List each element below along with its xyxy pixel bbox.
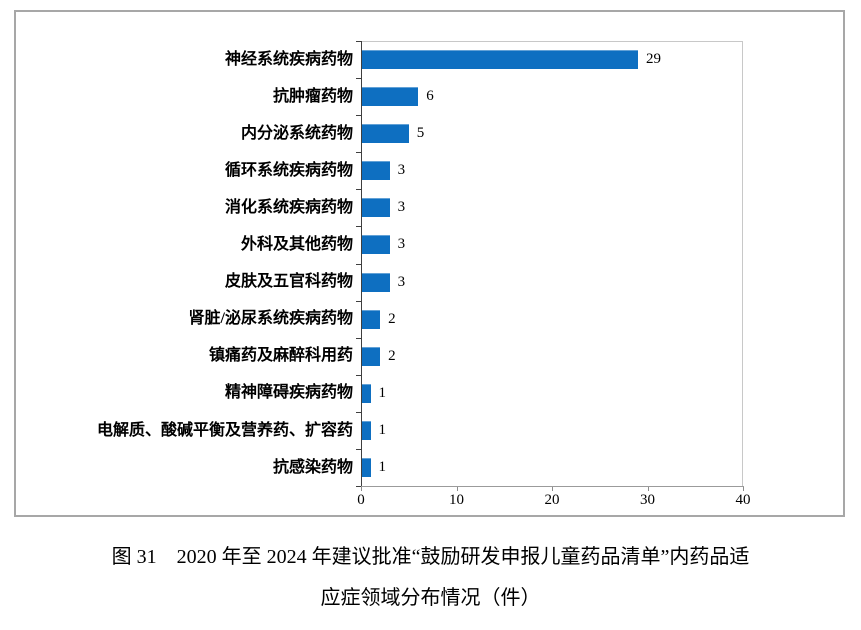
chart-row: 循环系统疾病药物 3 — [16, 152, 743, 189]
category-label: 抗感染药物 — [272, 458, 353, 476]
category-axis-tick — [356, 337, 361, 339]
category-label: 神经系统疾病药物 — [224, 50, 353, 68]
bar — [361, 198, 390, 218]
value-label: 3 — [397, 162, 406, 179]
chart-rows: 神经系统疾病药物 29 抗肿瘤药物 6 内分泌系统药物 5 循环系统疾病药物 3 消化系统疾病药… — [16, 41, 743, 486]
chart-row: 抗感染药物 1 — [16, 449, 743, 486]
category-label: 内分泌系统药物 — [240, 124, 353, 142]
bar — [361, 309, 381, 329]
category-axis-tick — [356, 41, 361, 42]
value-axis-tick — [647, 487, 649, 491]
category-axis-tick — [356, 411, 361, 413]
value-axis-tick — [361, 487, 362, 491]
figure-caption: 图 31 2020 年至 2024 年建议批准“鼓励研发申报儿童药品清单”内药品… — [0, 537, 861, 619]
chart-row: 内分泌系统药物 5 — [16, 115, 743, 152]
chart-row: 镇痛药及麻醉科用药 2 — [16, 338, 743, 375]
value-label: 6 — [426, 88, 434, 105]
value-axis-label: 0 — [357, 492, 365, 508]
category-axis-tick — [356, 78, 361, 80]
value-axis-label: 10 — [449, 492, 464, 508]
bar — [361, 420, 371, 440]
value-label: 3 — [397, 199, 406, 216]
bar — [361, 457, 371, 477]
category-axis-tick — [356, 189, 361, 191]
chart-row: 外科及其他药物 3 — [16, 226, 743, 263]
category-axis-tick — [356, 115, 361, 117]
bar — [361, 383, 371, 403]
category-label: 电解质、酸碱平衡及营养药、扩容药 — [96, 421, 353, 439]
caption-line-1: 图 31 2020 年至 2024 年建议批准“鼓励研发申报儿童药品清单”内药品… — [111, 546, 750, 568]
chart-row: 抗肿瘤药物 6 — [16, 78, 743, 115]
category-axis-tick — [356, 448, 361, 450]
figure-frame: 神经系统疾病药物 29 抗肿瘤药物 6 内分泌系统药物 5 循环系统疾病药物 3 消化系统疾病药… — [14, 10, 845, 517]
caption-line-2: 应症领域分布情况（件） — [320, 587, 541, 609]
value-label: 29 — [645, 51, 661, 68]
value-label: 3 — [397, 273, 406, 290]
category-label: 循环系统疾病药物 — [224, 161, 353, 179]
value-axis-label: 30 — [640, 492, 655, 508]
bar — [361, 124, 409, 144]
plot-area — [361, 41, 743, 486]
value-label: 2 — [388, 310, 396, 327]
bar — [361, 235, 390, 255]
category-axis-tick — [356, 263, 361, 265]
category-axis-tick — [356, 152, 361, 154]
chart-row: 皮肤及五官科药物 3 — [16, 263, 743, 300]
chart-row: 神经系统疾病药物 29 — [16, 41, 743, 78]
value-axis-line — [356, 486, 744, 487]
category-label: 精神障碍疾病药物 — [224, 384, 353, 402]
category-label: 消化系统疾病药物 — [224, 199, 353, 217]
category-axis-tick — [356, 226, 361, 228]
bar — [361, 50, 638, 70]
chart-row: 电解质、酸碱平衡及营养药、扩容药 1 — [16, 412, 743, 449]
value-axis-tick — [552, 487, 553, 491]
value-axis-tick — [743, 487, 744, 491]
category-axis-tick — [356, 374, 361, 376]
bar — [361, 87, 419, 107]
value-label: 5 — [416, 125, 425, 142]
category-axis-line — [361, 41, 362, 487]
category-label: 镇痛药及麻醉科用药 — [208, 347, 353, 365]
chart-row: 消化系统疾病药物 3 — [16, 189, 743, 226]
chart-row: 肾脏/泌尿系统疾病药物 2 — [16, 301, 743, 338]
value-label: 1 — [378, 458, 387, 475]
value-axis-label: 20 — [544, 492, 560, 508]
value-axis-label: 40 — [735, 492, 751, 508]
category-axis-tick — [356, 300, 361, 302]
bar — [361, 346, 381, 366]
value-label: 1 — [378, 421, 387, 438]
category-axis-tick — [356, 486, 361, 487]
chart-row: 精神障碍疾病药物 1 — [16, 375, 743, 412]
value-axis-tick — [456, 487, 458, 491]
category-label: 皮肤及五官科药物 — [224, 273, 353, 291]
category-label: 外科及其他药物 — [240, 236, 353, 254]
category-label: 肾脏/泌尿系统疾病药物 — [188, 310, 353, 328]
value-label: 1 — [378, 384, 387, 401]
bar — [361, 161, 390, 181]
bar — [361, 272, 390, 292]
category-label: 抗肿瘤药物 — [272, 87, 353, 105]
value-label: 3 — [397, 236, 406, 253]
value-label: 2 — [388, 347, 396, 364]
